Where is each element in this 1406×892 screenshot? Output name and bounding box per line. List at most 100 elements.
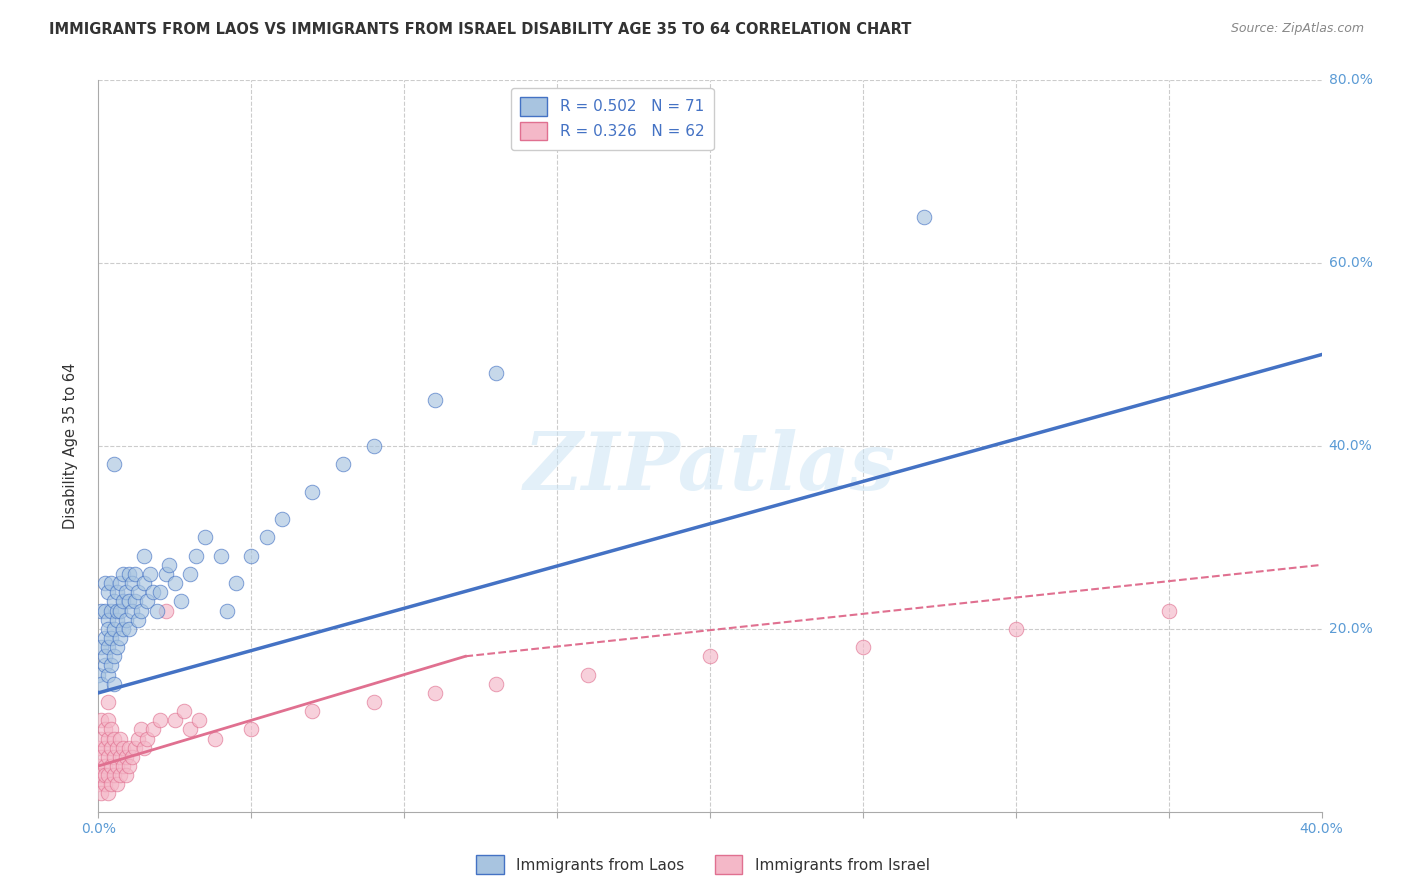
Point xyxy=(103,622,125,636)
Point xyxy=(105,640,128,655)
Point xyxy=(93,649,115,664)
Point xyxy=(93,768,115,782)
Point xyxy=(100,603,122,617)
Point xyxy=(363,695,385,709)
Point xyxy=(90,787,112,801)
Text: 20.0%: 20.0% xyxy=(1329,622,1372,636)
Point xyxy=(134,576,156,591)
Point xyxy=(124,594,146,608)
Point xyxy=(134,549,156,563)
Point xyxy=(118,740,141,755)
Point xyxy=(90,731,112,746)
Point xyxy=(97,768,120,782)
Point xyxy=(97,613,120,627)
Point xyxy=(100,759,122,773)
Point xyxy=(209,549,232,563)
Point xyxy=(100,658,122,673)
Point xyxy=(97,622,120,636)
Point xyxy=(139,567,162,582)
Point xyxy=(90,603,112,617)
Point xyxy=(90,714,112,728)
Point xyxy=(108,731,131,746)
Point xyxy=(188,714,211,728)
Point xyxy=(134,740,156,755)
Point xyxy=(173,704,195,718)
Point xyxy=(142,585,165,599)
Point xyxy=(108,603,131,617)
Point xyxy=(93,759,115,773)
Point xyxy=(111,567,134,582)
Point xyxy=(1157,603,1180,617)
Point xyxy=(90,768,112,782)
Point xyxy=(103,594,125,608)
Point xyxy=(118,567,141,582)
Point xyxy=(163,714,186,728)
Point xyxy=(121,576,143,591)
Legend: Immigrants from Laos, Immigrants from Israel: Immigrants from Laos, Immigrants from Is… xyxy=(470,849,936,880)
Point xyxy=(121,603,143,617)
Point xyxy=(93,740,115,755)
Point xyxy=(103,749,125,764)
Point xyxy=(1004,622,1026,636)
Point xyxy=(100,740,122,755)
Point xyxy=(105,585,128,599)
Point xyxy=(97,731,120,746)
Point xyxy=(485,676,508,690)
Point xyxy=(186,549,208,563)
Point xyxy=(103,768,125,782)
Point xyxy=(93,603,115,617)
Point xyxy=(97,714,120,728)
Legend: R = 0.502   N = 71, R = 0.326   N = 62: R = 0.502 N = 71, R = 0.326 N = 62 xyxy=(510,88,713,150)
Point xyxy=(129,603,152,617)
Point xyxy=(108,768,131,782)
Point xyxy=(108,576,131,591)
Point xyxy=(423,686,446,700)
Point xyxy=(129,723,152,737)
Point xyxy=(90,749,112,764)
Point xyxy=(204,731,226,746)
Point xyxy=(111,759,134,773)
Point xyxy=(105,740,128,755)
Point xyxy=(103,649,125,664)
Point xyxy=(105,759,128,773)
Point xyxy=(108,749,131,764)
Point xyxy=(142,723,165,737)
Point xyxy=(332,457,354,471)
Point xyxy=(256,530,278,544)
Point xyxy=(155,567,177,582)
Point xyxy=(93,631,115,645)
Point xyxy=(111,622,134,636)
Text: 80.0%: 80.0% xyxy=(1329,73,1372,87)
Point xyxy=(87,759,110,773)
Point xyxy=(105,613,128,627)
Point xyxy=(100,631,122,645)
Point xyxy=(118,594,141,608)
Point xyxy=(105,603,128,617)
Y-axis label: Disability Age 35 to 64: Disability Age 35 to 64 xyxy=(63,363,77,529)
Point xyxy=(108,631,131,645)
Text: ZIPatlas: ZIPatlas xyxy=(524,429,896,507)
Point xyxy=(240,549,263,563)
Point xyxy=(301,484,323,499)
Point xyxy=(270,512,292,526)
Point xyxy=(852,640,875,655)
Point xyxy=(103,457,125,471)
Point xyxy=(93,723,115,737)
Point xyxy=(124,567,146,582)
Point xyxy=(93,576,115,591)
Point xyxy=(240,723,263,737)
Point xyxy=(215,603,238,617)
Point xyxy=(97,749,120,764)
Point xyxy=(115,585,138,599)
Point xyxy=(363,439,385,453)
Point xyxy=(111,740,134,755)
Point xyxy=(97,640,120,655)
Point xyxy=(121,749,143,764)
Point xyxy=(87,740,110,755)
Point xyxy=(127,585,149,599)
Point xyxy=(115,613,138,627)
Text: Source: ZipAtlas.com: Source: ZipAtlas.com xyxy=(1230,22,1364,36)
Point xyxy=(127,613,149,627)
Point xyxy=(90,640,112,655)
Point xyxy=(179,723,201,737)
